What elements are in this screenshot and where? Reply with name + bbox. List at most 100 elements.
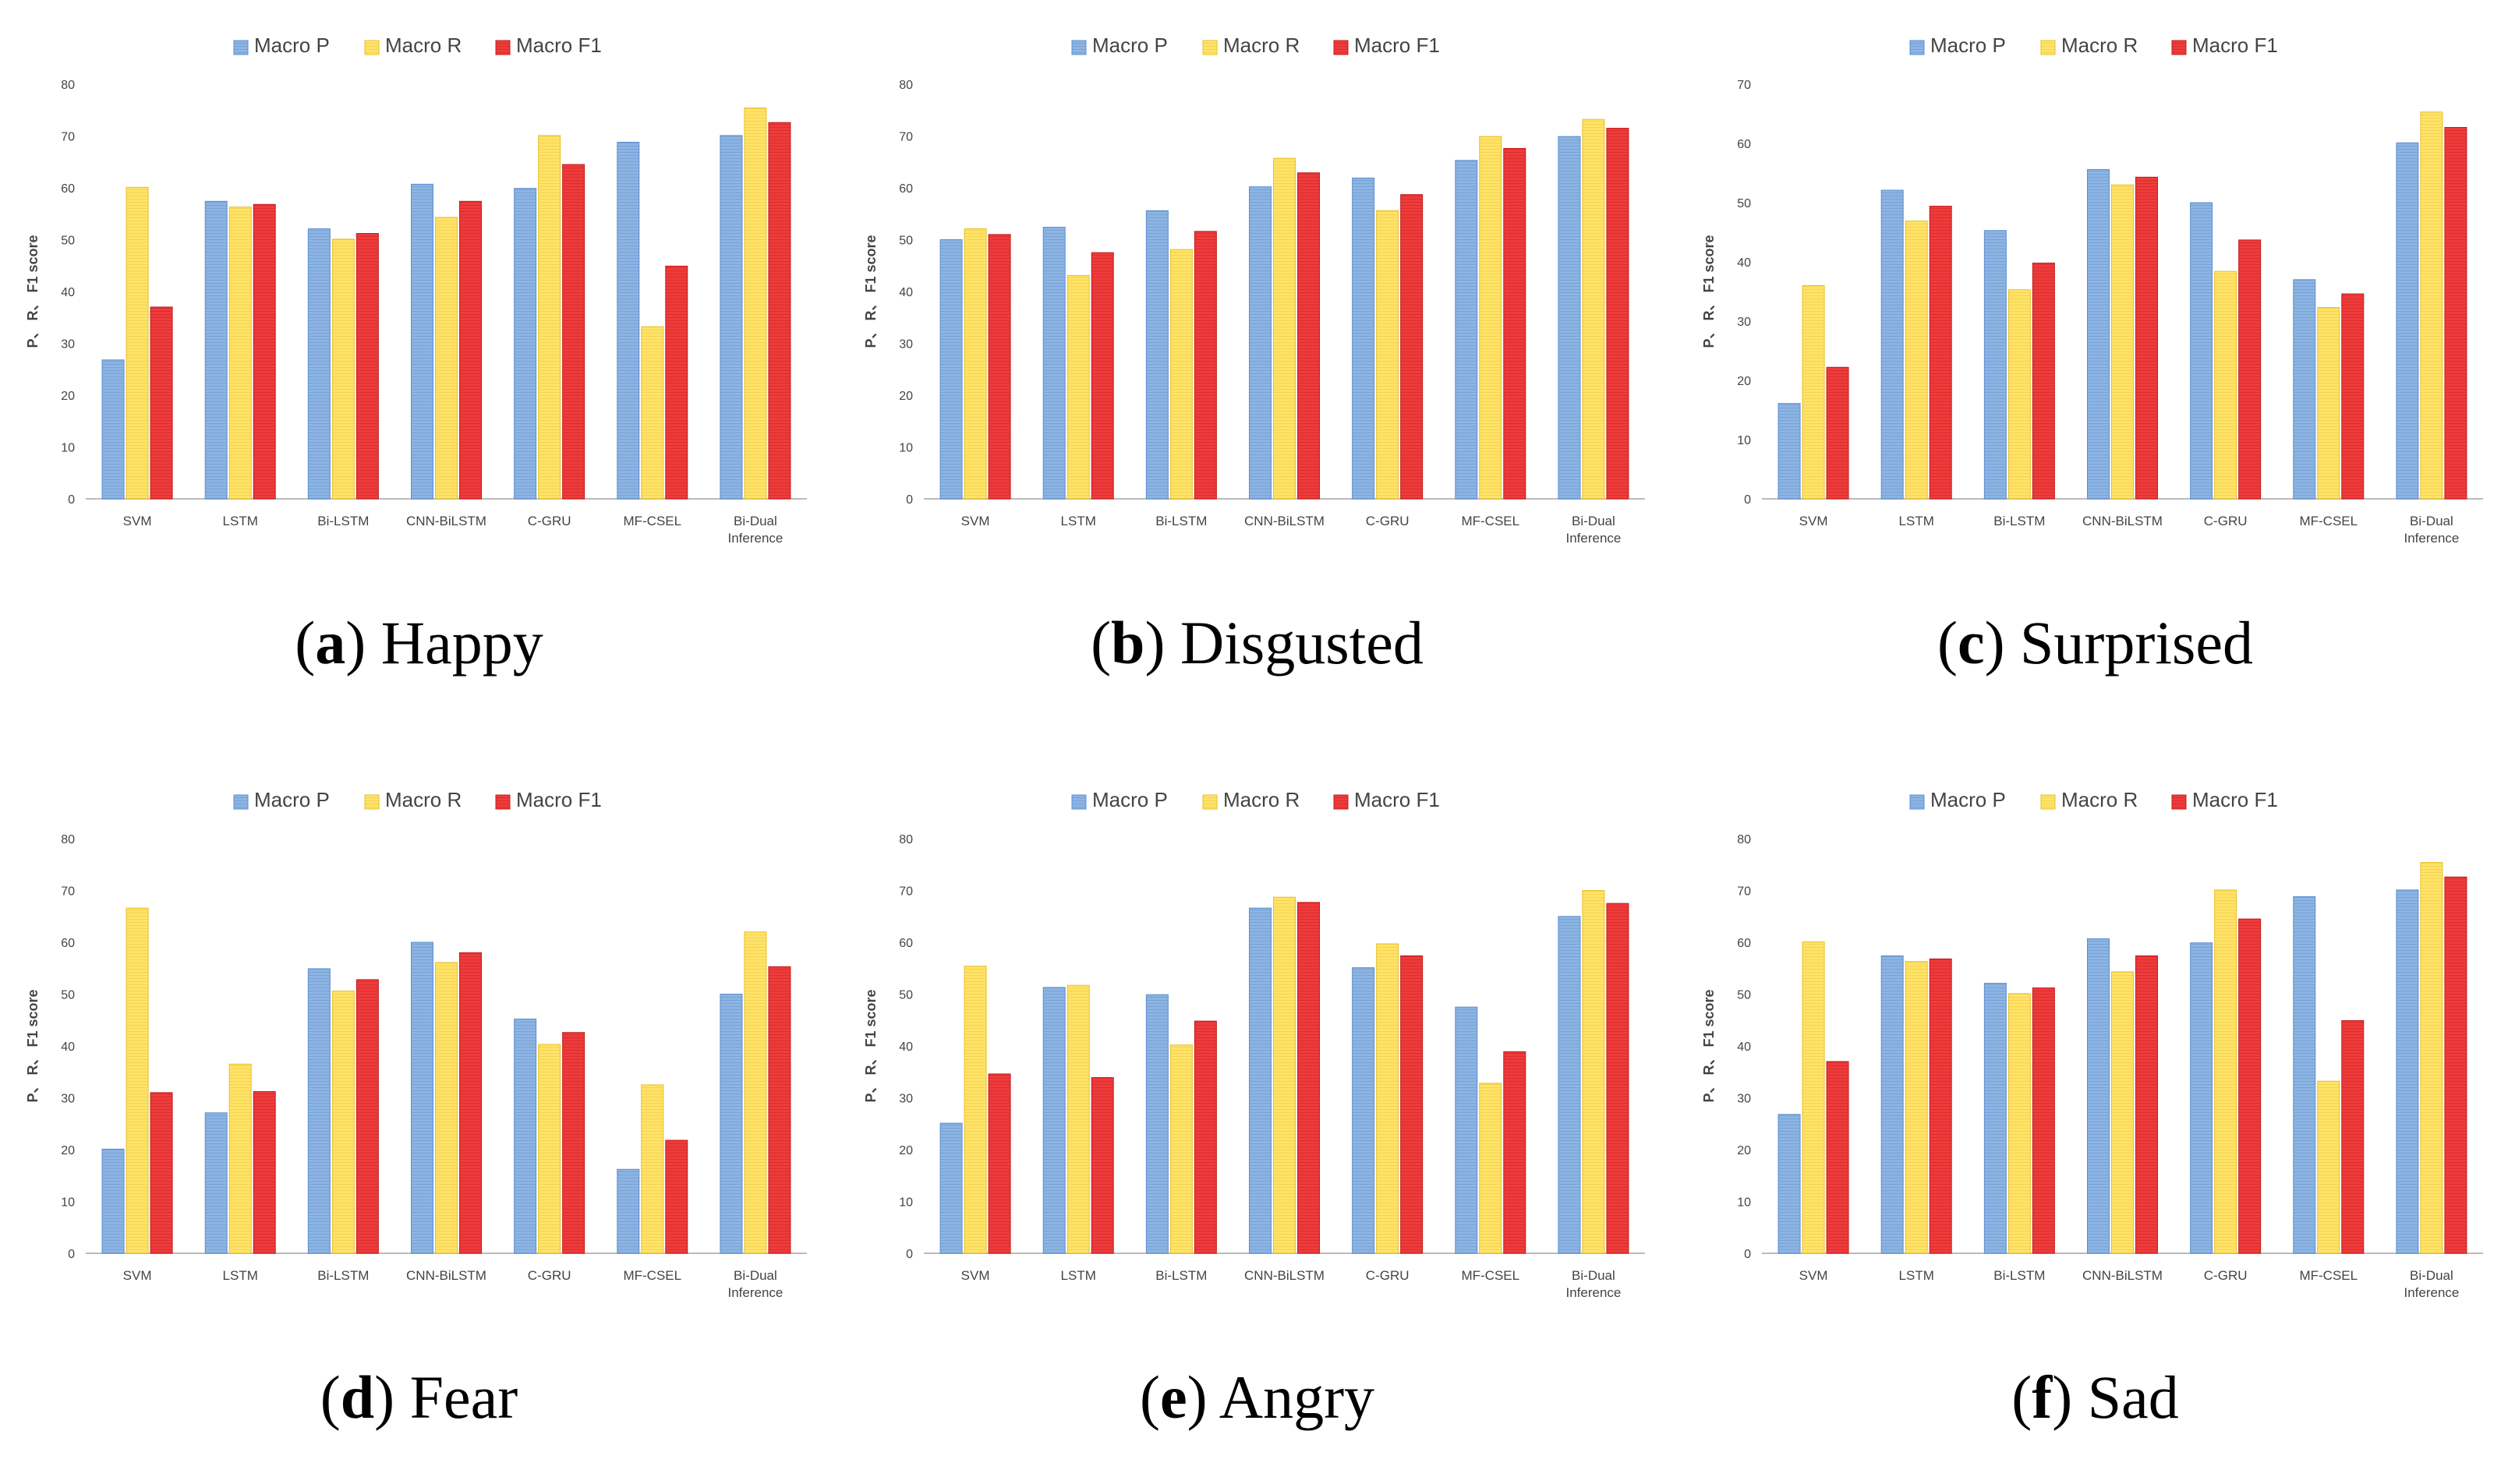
bar-svm-macro-p <box>939 239 963 500</box>
x-tick-label: Bi-Dual Inference <box>1565 514 1621 546</box>
bar-svm-macro-f1 <box>150 306 173 500</box>
y-tick-label: 0 <box>68 493 75 507</box>
x-tick-label: Bi-Dual Inference <box>2404 1268 2459 1300</box>
bar-bi-dual-inference-macro-f1 <box>1606 903 1629 1254</box>
x-tick-label: MF-CSEL <box>2299 1268 2358 1283</box>
bar-c-gru-macro-p <box>2190 942 2213 1254</box>
x-tick-label: Bi-LSTM <box>1993 514 2045 528</box>
bar-mf-csel-macro-f1 <box>1503 1051 1526 1254</box>
y-axis-label: P、 R、 F1 score <box>1701 235 1717 348</box>
x-tick-label: SVM <box>123 1268 152 1283</box>
bar-chart-sad: Macro P Macro R Macro F1 0 10 20 30 40 50 60 70 80 P… <box>1701 788 2483 1300</box>
bar-bi-lstm-macro-f1 <box>1194 1020 1217 1254</box>
legend-label-1: Macro P <box>1930 34 2006 57</box>
legend-swatch-3 <box>1333 794 1349 810</box>
y-tick-label: 20 <box>899 390 913 403</box>
legend-label-1: Macro P <box>254 788 330 811</box>
bar-mf-csel-macro-f1 <box>2341 293 2365 500</box>
bar-svm-macro-f1 <box>988 234 1011 500</box>
legend-label-2: Macro R <box>1223 34 1300 57</box>
legend-swatch-2 <box>1202 794 1218 810</box>
legend-label-3: Macro F1 <box>2192 34 2278 57</box>
y-tick-label: 10 <box>1737 1196 1751 1210</box>
bar-c-gru-macro-r <box>1376 943 1399 1254</box>
legend-swatch-2 <box>2040 40 2056 55</box>
y-tick-label: 60 <box>1737 937 1751 950</box>
bar-bi-lstm-macro-f1 <box>2032 263 2055 500</box>
y-tick-label: 10 <box>1737 434 1751 447</box>
y-axis-label: P、 R、 F1 score <box>863 235 879 348</box>
bar-mf-csel-macro-r <box>1479 1083 1502 1254</box>
bar-bi-dual-inference-macro-f1 <box>1606 128 1629 500</box>
bar-bi-dual-inference-macro-p <box>2396 142 2419 500</box>
bar-bi-dual-inference-macro-f1 <box>768 122 791 500</box>
bar-bi-lstm-macro-p <box>307 968 331 1254</box>
y-tick-label: 30 <box>61 338 75 352</box>
x-tick-label: CNN-BiLSTM <box>406 1268 486 1283</box>
legend-swatch-3 <box>2171 794 2187 810</box>
bar-lstm-macro-p <box>1880 955 1904 1254</box>
y-axis-label: P、 R、 F1 score <box>1701 989 1717 1102</box>
legend-label-3: Macro F1 <box>516 34 602 57</box>
bar-lstm-macro-f1 <box>253 1091 276 1254</box>
y-tick-label: 30 <box>899 338 913 352</box>
bar-mf-csel-macro-f1 <box>665 265 688 500</box>
y-tick-label: 30 <box>1737 316 1751 329</box>
caption-disgusted: (b) Disgusted <box>1091 609 1424 677</box>
bar-c-gru-macro-f1 <box>2238 239 2262 500</box>
legend-swatch-1 <box>233 40 249 55</box>
y-tick-label: 50 <box>899 989 913 1002</box>
y-axis-label: P、 R、 F1 score <box>863 989 879 1102</box>
y-axis-label: P、 R、 F1 score <box>25 989 41 1102</box>
bar-cnn-bilstm-macro-f1 <box>1297 172 1320 500</box>
bar-mf-csel-macro-r <box>641 1084 664 1254</box>
bar-c-gru-macro-p <box>1352 967 1375 1254</box>
x-tick-label: CNN-BiLSTM <box>1244 514 1325 528</box>
bar-lstm-macro-r <box>228 1063 252 1254</box>
legend-swatch-2 <box>364 794 380 810</box>
x-tick-label: SVM <box>123 514 152 528</box>
y-tick-label: 50 <box>61 235 75 248</box>
x-tick-label: LSTM <box>1899 1268 1934 1283</box>
bar-mf-csel-macro-r <box>2317 307 2340 500</box>
y-tick-label: 0 <box>906 1248 913 1261</box>
y-tick-label: 60 <box>61 182 75 196</box>
x-tick-label: SVM <box>1799 514 1828 528</box>
bar-bi-dual-inference-macro-p <box>2396 889 2419 1254</box>
bar-lstm-macro-r <box>1066 274 1090 500</box>
bar-cnn-bilstm-macro-f1 <box>2135 176 2158 500</box>
x-tick-label: CNN-BiLSTM <box>2082 514 2163 528</box>
x-tick-label: Bi-LSTM <box>317 514 369 528</box>
y-axis-label: P、 R、 F1 score <box>25 235 41 348</box>
bar-cnn-bilstm-macro-p <box>2087 168 2110 500</box>
caption-sad: (f) Sad <box>2011 1363 2179 1431</box>
bar-mf-csel-macro-f1 <box>2341 1019 2365 1254</box>
bar-mf-csel-macro-p <box>1455 160 1478 500</box>
legend-swatch-1 <box>1071 40 1087 55</box>
bar-c-gru-macro-r <box>538 135 561 500</box>
bar-cnn-bilstm-macro-r <box>1273 896 1296 1254</box>
x-tick-label: SVM <box>961 1268 990 1283</box>
legend-label-2: Macro R <box>385 788 462 811</box>
bar-cnn-bilstm-macro-r <box>1273 157 1296 500</box>
bar-c-gru-macro-f1 <box>562 164 585 500</box>
bar-mf-csel-macro-r <box>2317 1080 2340 1254</box>
legend-swatch-3 <box>495 794 511 810</box>
bar-lstm-macro-p <box>204 1112 228 1254</box>
y-tick-label: 50 <box>899 235 913 248</box>
bar-bi-lstm-macro-r <box>1169 249 1193 500</box>
x-tick-label: MF-CSEL <box>623 1268 681 1283</box>
legend-label-3: Macro F1 <box>1354 34 1440 57</box>
x-tick-label: MF-CSEL <box>1461 514 1519 528</box>
bar-bi-lstm-macro-f1 <box>2032 988 2055 1254</box>
legend-swatch-3 <box>495 40 511 55</box>
y-tick-label: 80 <box>1737 833 1751 846</box>
x-tick-label: C-GRU <box>2204 1268 2248 1283</box>
y-tick-label: 40 <box>61 286 75 299</box>
legend-label-1: Macro P <box>1092 788 1168 811</box>
chart-panel-e: Macro P Macro R Macro F1 0 10 20 30 40 50 60 70 80 P… <box>838 754 1676 1484</box>
bar-chart-surprised: Macro P Macro R Macro F1 0 10 20 30 40 50 60 70 P、 … <box>1701 34 2483 546</box>
bar-bi-lstm-macro-p <box>1983 230 2007 500</box>
y-tick-label: 20 <box>899 1144 913 1157</box>
bar-cnn-bilstm-macro-f1 <box>1297 902 1320 1254</box>
